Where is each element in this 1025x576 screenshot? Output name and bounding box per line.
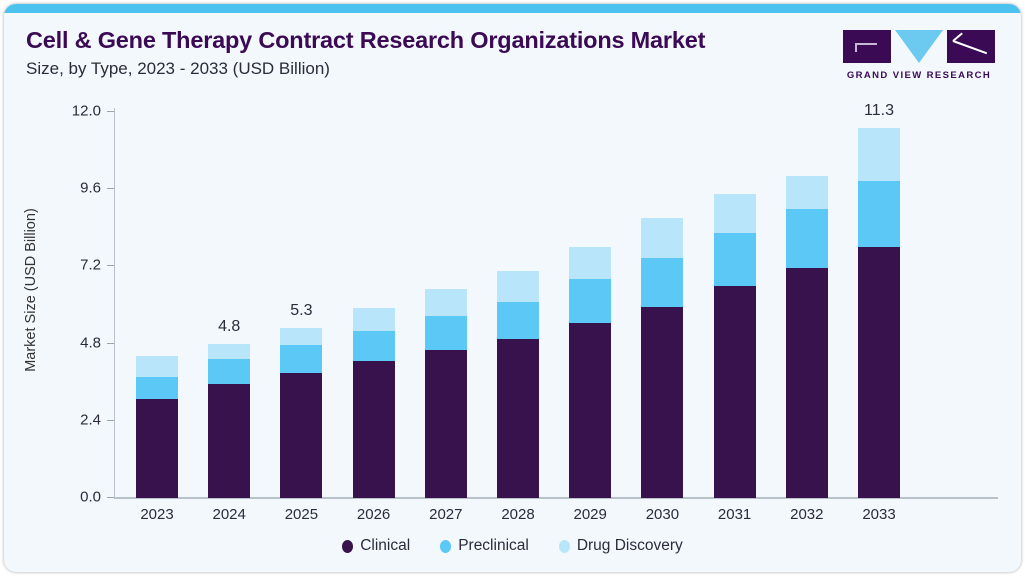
- y-tick-mark: [107, 419, 114, 421]
- legend-label: Clinical: [360, 537, 411, 554]
- x-tick-label: 2029: [573, 506, 607, 523]
- x-tick-label: 2033: [862, 506, 896, 523]
- bar-segment-preclinical[interactable]: [785, 208, 828, 269]
- legend-label: Drug Discovery: [576, 537, 683, 554]
- bar-segment-preclinical[interactable]: [424, 316, 467, 351]
- page-title: Cell & Gene Therapy Contract Research Or…: [26, 27, 706, 53]
- bar-value-label: 5.3: [290, 301, 313, 319]
- y-tick-mark: [107, 188, 114, 190]
- bar-value-label: 4.8: [218, 317, 241, 335]
- legend-swatch-icon: [558, 539, 570, 553]
- bar-stack[interactable]: [280, 327, 323, 498]
- bar-segment-drug-discovery[interactable]: [136, 356, 178, 378]
- x-tick-label: 2027: [429, 506, 463, 523]
- legend-swatch-icon: [440, 539, 452, 553]
- y-tick-label: 9.6: [80, 179, 101, 197]
- bar-stack[interactable]: [858, 128, 900, 498]
- bar-stack[interactable]: [208, 343, 251, 498]
- chart-legend: Clinical Preclinical Drug Discovery: [4, 537, 1021, 555]
- legend-label: Preclinical: [458, 537, 529, 554]
- bar-segment-drug-discovery[interactable]: [208, 343, 251, 359]
- bar-segment-clinical[interactable]: [497, 338, 539, 498]
- bar-segment-preclinical[interactable]: [352, 330, 395, 362]
- bar-segment-clinical[interactable]: [858, 247, 900, 498]
- legend-item[interactable]: Preclinical: [440, 537, 529, 555]
- bar-segment-preclinical[interactable]: [280, 345, 323, 373]
- y-tick-mark: [107, 497, 114, 498]
- legend-swatch-icon: [342, 539, 354, 553]
- bar-segment-preclinical[interactable]: [497, 301, 539, 339]
- bar-segment-preclinical[interactable]: [569, 279, 612, 323]
- bar-stack[interactable]: [424, 288, 467, 498]
- bar-segment-drug-discovery[interactable]: [641, 218, 684, 259]
- logo-triangle-icon: [895, 30, 943, 63]
- x-axis-line: [114, 497, 998, 499]
- bar-stack[interactable]: [641, 218, 684, 498]
- bar-segment-preclinical[interactable]: [136, 377, 178, 400]
- x-tick-label: 2030: [645, 506, 680, 523]
- bar-stack[interactable]: [136, 356, 178, 498]
- bar-segment-drug-discovery[interactable]: [858, 128, 900, 182]
- bar-stack[interactable]: [569, 247, 612, 498]
- logo-right-box-icon: [947, 30, 995, 63]
- bar-segment-clinical[interactable]: [208, 383, 251, 498]
- logo-left-box-icon: [843, 30, 891, 63]
- bar-value-label: 11.3: [864, 102, 894, 120]
- y-tick-label: 2.4: [80, 411, 101, 429]
- bar-segment-drug-discovery[interactable]: [785, 176, 828, 209]
- bar-segment-preclinical[interactable]: [713, 232, 756, 286]
- bar-segment-drug-discovery[interactable]: [497, 271, 539, 302]
- bar-segment-clinical[interactable]: [136, 399, 178, 498]
- y-axis-line: [114, 108, 115, 498]
- x-tick-label: 2028: [501, 506, 535, 523]
- legend-item[interactable]: Clinical: [342, 537, 410, 555]
- logo-wordmark: GRAND VIEW RESEARCH: [846, 70, 992, 81]
- bar-stack[interactable]: [352, 308, 395, 498]
- chart-header: Cell & Gene Therapy Contract Research Or…: [26, 26, 1001, 92]
- bar-segment-drug-discovery[interactable]: [280, 327, 323, 346]
- y-tick-label: 4.8: [80, 334, 101, 352]
- x-tick-label: 2023: [140, 506, 174, 523]
- bar-stack[interactable]: [713, 194, 756, 498]
- y-tick-label: 7.2: [80, 256, 101, 274]
- x-tick-label: 2031: [717, 506, 752, 523]
- bar-segment-clinical[interactable]: [424, 350, 467, 498]
- bar-segment-clinical[interactable]: [785, 268, 828, 498]
- x-tick-label: 2024: [212, 506, 246, 523]
- bar-segment-preclinical[interactable]: [858, 181, 900, 248]
- bar-stack[interactable]: [785, 176, 828, 498]
- bar-segment-preclinical[interactable]: [208, 358, 251, 384]
- logo-left-tick-icon: [855, 43, 857, 52]
- bar-segment-clinical[interactable]: [569, 322, 612, 498]
- y-tick-mark: [107, 111, 114, 112]
- bar-segment-drug-discovery[interactable]: [352, 308, 395, 331]
- grand-view-research-logo: GRAND VIEW RESEARCH: [843, 30, 995, 82]
- legend-item[interactable]: Drug Discovery: [558, 537, 683, 555]
- bar-segment-clinical[interactable]: [713, 285, 756, 498]
- x-tick-label: 2025: [284, 506, 319, 523]
- bar-segment-drug-discovery[interactable]: [424, 288, 467, 317]
- bar-stack[interactable]: [497, 271, 539, 498]
- bar-segment-clinical[interactable]: [280, 372, 323, 498]
- bar-segment-preclinical[interactable]: [641, 258, 684, 307]
- bar-segment-clinical[interactable]: [352, 361, 395, 498]
- chart-plot-area: Market Size (USD Billion) 0.0 2.4 4.8 7.2 9.…: [4, 92, 1021, 572]
- bar-segment-drug-discovery[interactable]: [569, 247, 612, 280]
- logo-right-diagonal-icon: [952, 40, 988, 55]
- x-tick-label: 2026: [356, 506, 391, 523]
- page-subtitle: Size, by Type, 2023 - 2033 (USD Billion): [26, 59, 330, 79]
- y-tick-mark: [107, 265, 114, 267]
- y-tick-label: 0.0: [80, 488, 101, 506]
- y-tick-mark: [107, 342, 114, 344]
- bar-segment-clinical[interactable]: [641, 306, 684, 498]
- y-tick-label: 12.0: [71, 102, 101, 120]
- chart-card: Cell & Gene Therapy Contract Research Or…: [4, 4, 1021, 572]
- logo-right-arrow-icon: [952, 32, 963, 42]
- logo-left-line-icon: [855, 43, 877, 45]
- logo-marks: [843, 30, 995, 66]
- x-tick-label: 2032: [790, 506, 824, 523]
- y-axis-title: Market Size (USD Billion): [23, 208, 39, 372]
- accent-top-bar: [4, 4, 1021, 13]
- bar-segment-drug-discovery[interactable]: [713, 194, 756, 233]
